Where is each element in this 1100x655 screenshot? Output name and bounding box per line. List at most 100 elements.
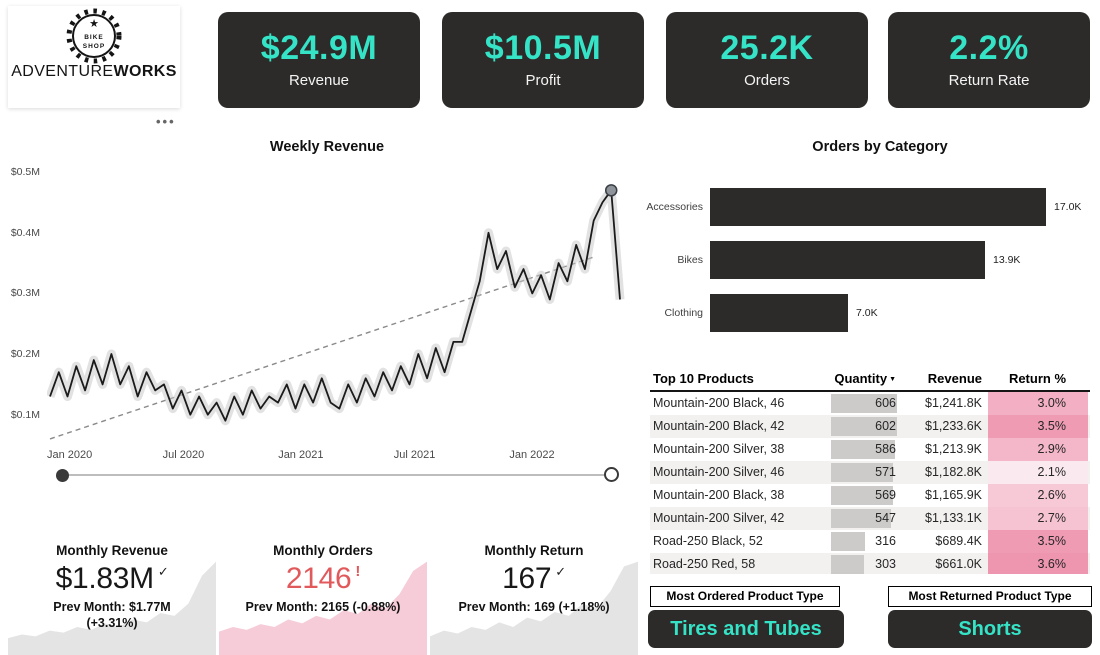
col-header-revenue[interactable]: Revenue [927,370,982,386]
y-tick: $0.3M [10,287,40,300]
logo: ★ BIKE SHOP ADVENTUREWORKS [8,6,180,108]
cell-product: Mountain-200 Silver, 46 [653,465,785,479]
category-label: Bikes [677,254,703,266]
monthly-card-value: $1.83M ✓ [55,562,169,595]
category-bar[interactable] [710,188,1046,226]
table-row[interactable]: Mountain-200 Black, 42 602 $1,233.6K 3.5% [650,415,1090,438]
most-returned-card[interactable]: Shorts [888,610,1092,648]
table-row[interactable]: Mountain-200 Silver, 46 571 $1,182.8K 2.1% [650,461,1090,484]
kpi-card-revenue[interactable]: $24.9M Revenue [218,12,420,108]
cell-product: Road-250 Black, 52 [653,534,763,548]
star-icon: ★ [89,18,99,30]
cell-return-pct: 2.9% [988,438,1088,461]
cell-revenue: $1,133.1K [925,511,982,525]
table-row[interactable]: Road-250 Red, 58 303 $661.0K 3.6% [650,553,1090,574]
logo-badge-shop: SHOP [83,43,105,50]
table-row[interactable]: Mountain-200 Silver, 38 586 $1,213.9K 2.9% [650,438,1090,461]
date-range-slider[interactable] [47,466,625,484]
table-row[interactable]: Road-250 Black, 52 316 $689.4K 3.5% [650,530,1090,553]
cell-return-pct: 3.6% [988,553,1088,574]
cell-revenue: $1,165.9K [925,488,982,502]
kpi-label: Profit [525,71,561,89]
monthly-card-title: Monthly Revenue [56,543,168,558]
kpi-card-profit[interactable]: $10.5M Profit [442,12,644,108]
kpi-value: 25.2K [720,29,814,68]
quantity-data-bar [831,509,891,528]
kpi-card-return-rate[interactable]: 2.2% Return Rate [888,12,1090,108]
quantity-data-bar [831,486,893,505]
table-row[interactable]: Mountain-200 Black, 38 569 $1,165.9K 2.6% [650,484,1090,507]
table-row[interactable]: Mountain-200 Black, 46 606 $1,241.8K 3.0% [650,392,1090,415]
monthly-orders-card[interactable]: Monthly Orders 2146! Prev Month: 2165 (-0.… [219,536,427,655]
cell-product: Mountain-200 Silver, 42 [653,511,785,525]
sparkline-area [430,561,638,655]
cell-revenue: $1,213.9K [925,442,982,456]
category-bar[interactable] [710,241,985,279]
kpi-card-orders[interactable]: 25.2K Orders [666,12,868,108]
gear-ring-icon [72,14,116,58]
cell-product: Road-250 Red, 58 [653,557,756,571]
col-header-return[interactable]: Return % [1008,370,1066,386]
monthly-revenue-card[interactable]: Monthly Revenue $1.83M ✓ Prev Month: $1.77M… [8,536,216,655]
quantity-data-bar [831,440,895,459]
cell-return-pct: 3.5% [988,530,1088,553]
table-header-row: Top 10 Products Quantity ▼ Revenue Return… [650,366,1090,392]
prev-month-text: Prev Month: 169 (+1.18%) [458,599,610,614]
kpi-label: Return Rate [948,71,1030,89]
cell-quantity: 569 [830,484,900,507]
most-returned-label: Most Returned Product Type [888,586,1092,607]
quantity-data-bar [831,417,897,436]
cell-return-pct: 2.1% [988,461,1088,484]
cell-revenue: $1,233.6K [925,419,982,433]
col-header-product[interactable]: Top 10 Products [653,370,754,386]
cell-product: Mountain-200 Silver, 38 [653,442,785,456]
category-bar-row-clothing: Clothing 7.0K [636,294,1096,332]
x-axis-labels: Jan 2020 Jul 2020 Jan 2021 Jul 2021 Jan 2022 [47,449,625,463]
x-tick: Jul 2020 [162,449,205,461]
y-tick: $0.2M [10,348,40,361]
slider-handle-right[interactable] [604,467,619,482]
col-header-quantity[interactable]: Quantity ▼ [830,371,900,386]
more-options-icon[interactable]: ••• [156,114,176,129]
peak-marker[interactable] [604,184,618,197]
cell-quantity: 547 [830,507,900,530]
category-bar-row-bikes: Bikes 13.9K [636,241,1096,279]
monthly-card-title: Monthly Orders [273,543,373,558]
slider-track[interactable] [59,474,617,476]
sparkline-area [219,561,427,655]
category-bar-row-accessories: Accessories 17.0K [636,188,1096,226]
category-bar[interactable] [710,294,848,332]
table-row[interactable]: Mountain-200 Silver, 42 547 $1,133.1K 2.7% [650,507,1090,530]
check-icon: ✓ [555,564,566,579]
x-tick: Jan 2021 [278,449,324,461]
cell-quantity: 571 [830,461,900,484]
cell-quantity: 606 [830,392,900,415]
monthly-return-card[interactable]: Monthly Return 167 ✓ Prev Month: 169 (+1.18… [430,536,638,655]
most-ordered-label: Most Ordered Product Type [650,586,840,607]
kpi-label: Orders [744,71,790,89]
cell-revenue: $1,241.8K [925,396,982,410]
slider-handle-left[interactable] [56,469,69,482]
table-body: Mountain-200 Black, 46 606 $1,241.8K 3.0% Mo… [650,392,1090,574]
cell-product: Mountain-200 Black, 42 [653,419,785,433]
cell-product: Mountain-200 Black, 38 [653,488,785,502]
most-ordered-card[interactable]: Tires and Tubes [648,610,844,648]
cell-revenue: $689.4K [935,534,982,548]
orders-by-category-title: Orders by Category [812,139,948,155]
sort-desc-icon: ▼ [889,375,896,383]
cell-product: Mountain-200 Black, 46 [653,396,785,410]
category-value: 17.0K [1054,201,1082,213]
quantity-data-bar [831,532,865,551]
cell-return-pct: 2.6% [988,484,1088,507]
logo-badge-bike: BIKE [84,34,104,41]
prev-month-text: Prev Month: $1.77M (+3.31%) [53,599,171,631]
quantity-data-bar [831,463,893,482]
monthly-card-value: 167 ✓ [502,562,566,595]
y-tick: $0.1M [10,408,40,421]
weekly-revenue-chart[interactable] [47,160,625,445]
revenue-line[interactable] [49,189,621,422]
cell-return-pct: 2.7% [988,507,1088,530]
monthly-card-title: Monthly Return [484,543,584,558]
sparkline-area [8,561,216,655]
